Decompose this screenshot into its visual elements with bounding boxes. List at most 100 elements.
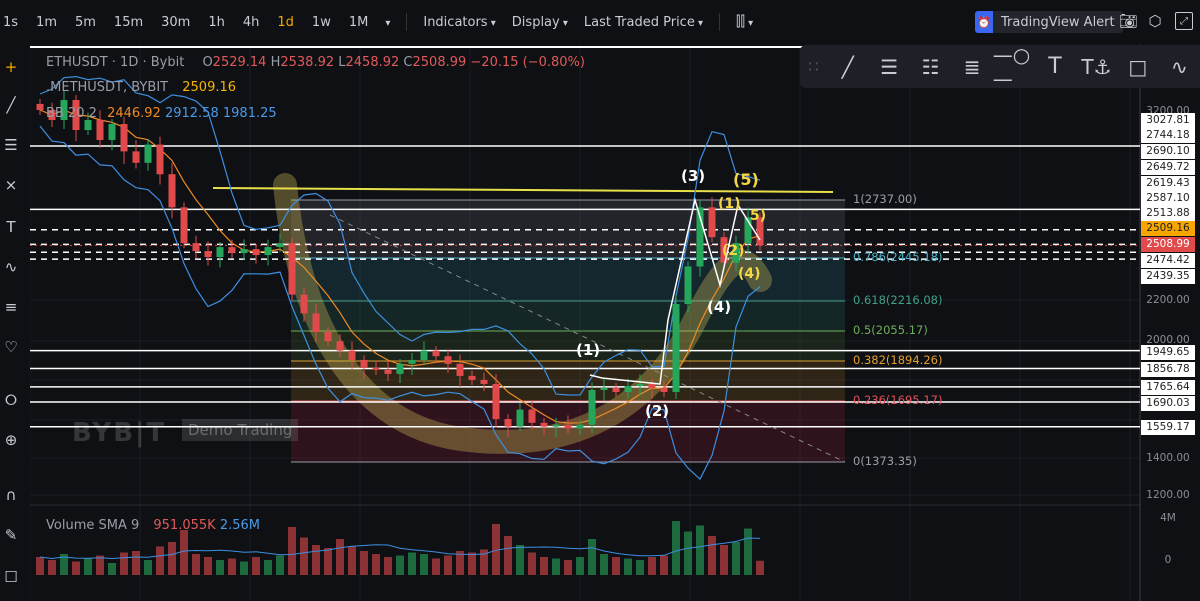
price-axis-label: 1765.64 [1141, 380, 1195, 395]
timeframe-1h[interactable]: 1h [208, 14, 225, 30]
volume-label[interactable]: Volume SMA 9 [46, 518, 140, 533]
fib-label: 0.618(2216.08) [853, 293, 943, 307]
rectangle-icon[interactable]: □ [1128, 54, 1148, 79]
timeframe-1s[interactable]: 1s [3, 14, 19, 30]
horizontal-ray-icon[interactable]: —○— [992, 42, 1031, 91]
price-axis-label: 3027.81 [1141, 113, 1195, 128]
zoom-in-icon[interactable]: ⊕ [4, 431, 18, 449]
high-value: 2538.92 [280, 55, 335, 70]
elliott-wave-icon[interactable]: ∿ [1170, 54, 1188, 79]
magnet-icon[interactable]: ∩ [5, 486, 17, 504]
timeframe-1m[interactable]: 1m [36, 14, 57, 30]
indicators-dropdown[interactable]: Indicators [415, 15, 503, 30]
volume-bar [156, 546, 164, 575]
volume-bar [720, 545, 728, 575]
volume-bar [636, 560, 644, 575]
ruler-icon[interactable]: ⭘ [4, 391, 17, 409]
volume-bar [300, 537, 308, 575]
symbol-label[interactable]: ETHUSDT · 1D · Bybit [46, 55, 185, 70]
text-icon[interactable]: T [1048, 54, 1062, 79]
timeframe-more-dropdown[interactable] [377, 15, 398, 30]
volume-bar [264, 560, 272, 575]
volume-bar [204, 557, 212, 575]
price-axis-label: 1200.00 [1146, 489, 1190, 501]
wave-label: (2) [645, 402, 670, 420]
fullscreen-icon[interactable]: ⤢ [1175, 12, 1193, 30]
camera-icon[interactable]: 📷︎ [1119, 12, 1139, 30]
drag-handle-icon[interactable]: ∷ [808, 57, 819, 76]
mark-symbol[interactable]: .METHUSDT, BYBIT [46, 80, 169, 95]
parallel-channel-icon[interactable]: ☷ [921, 54, 940, 79]
fib-retracement-icon[interactable]: ≣ [963, 54, 981, 79]
candle [432, 350, 440, 357]
horizontal-lines-icon[interactable]: ☰ [4, 136, 18, 154]
settings-icon[interactable]: ⬡ [1148, 12, 1162, 30]
lock-icon[interactable]: ☐ [4, 568, 18, 586]
candle [564, 424, 572, 429]
timeframe-1d[interactable]: 1d [277, 14, 294, 30]
trend-line-icon[interactable]: ╱ [841, 54, 854, 79]
volume-bar [408, 552, 416, 575]
candle [396, 363, 404, 374]
price-type-dropdown[interactable]: Last Traded Price [576, 15, 711, 30]
text-icon[interactable]: T [6, 218, 16, 236]
wave-label: (3) [681, 167, 706, 185]
volume-bar [108, 563, 116, 575]
candle [408, 359, 416, 364]
fib-icon[interactable]: ≡ [4, 298, 18, 316]
fib-zone [291, 331, 845, 361]
tradingview-alert-button[interactable]: ⏰ TradingView Alert [975, 11, 1123, 33]
candle [504, 419, 512, 427]
candle [108, 124, 116, 140]
timeframe-1w[interactable]: 1w [311, 14, 331, 30]
volume-bar [468, 552, 476, 575]
close-label: C [403, 55, 413, 70]
anchored-text-icon[interactable]: T⚓ [1081, 54, 1112, 79]
timeframe-1M[interactable]: 1M [348, 14, 369, 30]
lock-drawings-icon[interactable]: ✎ [4, 526, 18, 544]
candle [252, 249, 260, 256]
alarm-clock-icon: ⏰ [975, 11, 993, 33]
display-dropdown[interactable]: Display [504, 15, 576, 30]
volume-bar [324, 548, 332, 575]
timeframe-30m[interactable]: 30m [161, 14, 191, 30]
candle [288, 243, 296, 295]
timeframe-5m[interactable]: 5m [74, 14, 96, 30]
volume-bar [192, 554, 200, 575]
timeframe-15m[interactable]: 15m [113, 14, 144, 30]
crosshair-icon[interactable]: + [4, 58, 18, 76]
volume-bar [84, 558, 92, 575]
candlestick-icon[interactable]: ⫿⫿ [728, 14, 761, 30]
price-axis-label: 2619.43 [1141, 176, 1195, 191]
low-label: L [338, 55, 346, 70]
candle [360, 359, 368, 368]
candle [456, 363, 464, 376]
divider [719, 13, 721, 31]
wave-label: (4) [707, 298, 732, 316]
volume-bar [168, 542, 176, 575]
candle [228, 247, 236, 254]
elliott-wave-path [589, 197, 761, 385]
volume-bar [336, 539, 344, 575]
fib-zone [291, 301, 845, 331]
volume-bar [444, 555, 452, 575]
pitchfork-icon[interactable]: ⨯ [4, 176, 18, 194]
volume-bar [372, 554, 380, 575]
volume-bar [60, 554, 68, 575]
price-axis-label: 2200.00 [1146, 294, 1190, 306]
trend-line-icon[interactable]: ╱ [6, 96, 16, 114]
candle [264, 247, 272, 256]
volume-bar [144, 560, 152, 575]
heart-icon[interactable]: ♡ [4, 338, 18, 356]
candle [36, 104, 44, 110]
bb-label[interactable]: BB 20 2 [46, 106, 97, 121]
candle [300, 294, 308, 314]
candle [96, 120, 104, 140]
horizontal-lines-icon[interactable]: ☰ [880, 54, 899, 79]
volume-bar [312, 545, 320, 575]
timeframe-4h[interactable]: 4h [242, 14, 260, 30]
fib-label: 0(1373.35) [853, 454, 917, 468]
price-axis-label: 1690.03 [1141, 396, 1195, 411]
elliott-wave-icon[interactable]: ∿ [4, 258, 18, 276]
